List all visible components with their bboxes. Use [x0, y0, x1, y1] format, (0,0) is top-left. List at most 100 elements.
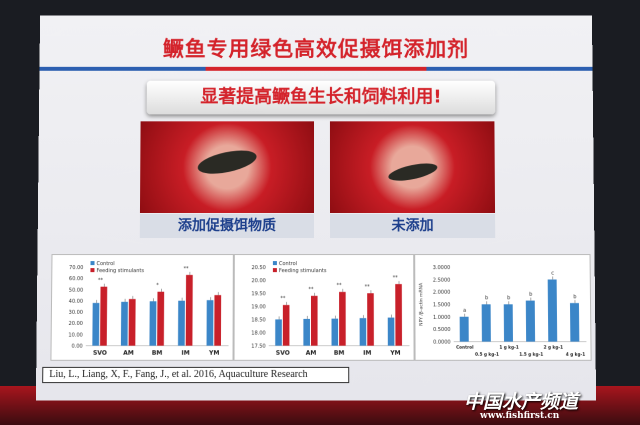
x-tick-label: BM [152, 350, 163, 357]
chart-growth: 17.50 18.00 18.50 19.00 19.50 20.00 20.50 SVO **… [251, 260, 414, 357]
bar [303, 318, 310, 346]
bar [310, 295, 318, 346]
y-tick-label: 20.00 [251, 278, 265, 284]
significance-label: a [463, 308, 466, 314]
y-tick-label: 20.00 [69, 321, 83, 327]
bar [387, 317, 395, 346]
photo-right-caption: 未添加 [330, 213, 496, 239]
legend-swatch [272, 260, 277, 265]
watermark-url: www.fishfirst.cn [480, 411, 560, 421]
y-tick-label: 10.00 [68, 332, 82, 338]
legend-swatch [90, 260, 95, 265]
bar [282, 305, 290, 346]
bar [120, 301, 128, 346]
bar [503, 304, 513, 342]
significance-label: b [507, 295, 510, 301]
x-tick-label: 1 g kg-1 [499, 345, 519, 350]
y-tick-label: 70.00 [69, 265, 83, 271]
x-tick-label: YM [208, 350, 219, 357]
bar [359, 318, 367, 346]
photo-fish-without-stimulant [329, 121, 496, 213]
bar [339, 291, 346, 346]
significance-label: ** [365, 284, 371, 290]
x-tick-label: 1.5 g kg-1 [519, 352, 543, 357]
bar [128, 299, 136, 346]
y-tick-label: 50.00 [69, 287, 83, 293]
bar [92, 302, 100, 346]
y-tick-label: 17.50 [251, 344, 265, 350]
y-tick-label: 2.0000 [433, 290, 451, 296]
x-tick-label: IM [363, 350, 371, 357]
bar [547, 279, 558, 342]
legend-label: Feeding stimulants [96, 268, 144, 274]
legend-label: Feeding stimulants [279, 268, 327, 274]
bar [481, 304, 491, 342]
y-tick-label: 2.5000 [433, 277, 451, 283]
x-tick-label: 2 g kg-1 [544, 345, 564, 350]
bar [569, 303, 580, 342]
bar [459, 316, 469, 342]
bar [100, 286, 108, 346]
significance-label: ** [393, 275, 399, 281]
y-tick-label: 0.0000 [433, 340, 451, 346]
significance-label: * [156, 283, 159, 289]
y-tick-label: 1.5000 [433, 302, 451, 308]
bar [331, 318, 339, 346]
y-tick-label: 40.00 [69, 299, 83, 305]
x-tick-label: AM [123, 350, 134, 357]
significance-label: b [485, 295, 488, 301]
bar [185, 274, 193, 346]
bar [525, 300, 536, 342]
bar [214, 295, 222, 346]
x-tick-label: IM [182, 350, 190, 357]
y-tick-label: 0.00 [71, 344, 82, 350]
slide-title: 鳜鱼专用绿色高效促摄饵添加剂 [162, 37, 470, 61]
bar [149, 301, 157, 346]
legend-swatch [90, 267, 95, 272]
y-tick-label: 18.00 [251, 331, 265, 337]
divider-line [39, 66, 593, 71]
watermark-logo: 中国水产频道 [464, 391, 579, 413]
bar [275, 319, 282, 346]
y-tick-label: 20.50 [252, 265, 266, 271]
bar [367, 293, 374, 346]
y-tick-label: 30.00 [69, 310, 83, 316]
significance-label: c [551, 270, 554, 276]
significance-label: b [529, 292, 532, 298]
citation: Liu, L., Liang, X, F., Fang, J., et al. … [42, 366, 350, 384]
legend-label: Control [96, 261, 114, 267]
significance-label: ** [184, 266, 190, 272]
photo-fish-with-stimulant [139, 121, 315, 213]
legend-swatch [272, 267, 277, 272]
bar [395, 284, 403, 346]
y-tick-label: 19.00 [251, 304, 265, 310]
y-axis-label: NPY /β-actin mRNA [418, 282, 424, 326]
presentation-slide: 鳜鱼专用绿色高效促摄饵添加剂 显著提高鳜鱼生长和饲料利用! 添加促摄饵物质 未添… [35, 15, 597, 401]
y-tick-label: 1.0000 [433, 315, 451, 321]
bar [157, 291, 165, 346]
y-tick-label: 0.5000 [433, 327, 451, 333]
y-tick-label: 19.50 [251, 291, 265, 297]
significance-label: ** [98, 278, 104, 284]
bar [177, 300, 185, 346]
chart-feeding-rate: 0.00 10.00 20.00 30.00 40.00 50.00 60.00 70.00 S… [68, 260, 232, 357]
x-tick-label: YM [389, 350, 400, 357]
slide-subtitle: 显著提高鳜鱼生长和饲料利用! [146, 80, 496, 115]
chart-npy-expression: 0.0000 0.5000 1.0000 1.5000 2.0000 2.5000 3.00… [418, 265, 590, 357]
photo-left-caption: 添加促摄饵物质 [139, 213, 314, 239]
significance-label: ** [308, 287, 314, 293]
x-tick-label: Control [456, 345, 474, 350]
y-tick-label: 60.00 [69, 276, 83, 282]
significance-label: b [573, 294, 576, 300]
bar [206, 300, 214, 346]
x-tick-label: SVO [276, 350, 290, 357]
x-tick-label: 0.5 g kg-1 [475, 352, 499, 357]
x-tick-label: SVO [93, 350, 107, 357]
x-tick-label: BM [334, 350, 345, 357]
x-tick-label: AM [306, 350, 317, 357]
y-tick-label: 18.50 [251, 317, 265, 323]
x-tick-label: 4 g kg-1 [566, 352, 586, 357]
legend-label: Control [279, 261, 297, 267]
significance-label: ** [280, 296, 286, 302]
y-tick-label: 3.0000 [433, 265, 451, 271]
